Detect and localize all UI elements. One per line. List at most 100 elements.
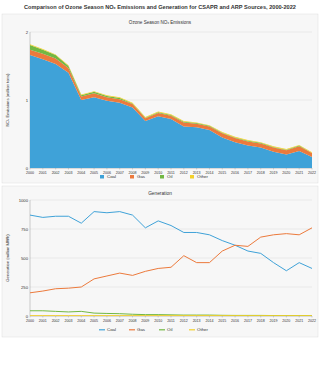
x-tick — [183, 316, 184, 318]
x-tick — [106, 168, 107, 170]
background — [0, 0, 320, 384]
x-tick — [247, 168, 248, 170]
x-tick — [222, 316, 223, 318]
x-tick — [68, 168, 69, 170]
panel — [2, 186, 318, 337]
y-tick-label: 250 — [21, 285, 29, 290]
legend-label: Gas — [137, 327, 146, 332]
legend-label: Coal — [107, 327, 116, 332]
x-tick — [273, 316, 274, 318]
x-tick-label: 2022 — [308, 319, 316, 323]
x-tick-label: 2015 — [218, 171, 226, 175]
grid-line — [30, 229, 312, 230]
legend-swatch — [100, 175, 104, 179]
x-tick-label: 2019 — [270, 319, 278, 323]
x-tick — [145, 168, 146, 170]
x-tick-label: 2005 — [90, 171, 98, 175]
legend-swatch — [130, 175, 134, 179]
x-tick — [81, 168, 82, 170]
x-tick — [30, 168, 31, 170]
x-tick — [247, 316, 248, 318]
area — [30, 45, 312, 153]
x-tick-label: 2021 — [295, 319, 303, 323]
title: Comparison of Ozone Season NOₓ Emissions… — [24, 4, 296, 10]
x-tick — [119, 316, 120, 318]
legend-swatch — [129, 329, 135, 330]
x-tick — [145, 316, 146, 318]
x-tick-label: 2004 — [77, 171, 85, 175]
x-tick-label: 2000 — [26, 319, 34, 323]
x-tick — [312, 316, 313, 318]
x-tick — [94, 316, 95, 318]
legend-swatch — [189, 329, 195, 330]
x-tick — [312, 168, 313, 170]
x-tick-label: 2018 — [257, 319, 265, 323]
x-tick-label: 2017 — [244, 319, 252, 323]
x-tick — [30, 316, 31, 318]
x-tick-label: 2019 — [270, 171, 278, 175]
panel — [2, 14, 318, 183]
y-tick-label: 2 — [26, 30, 29, 35]
x-tick — [42, 168, 43, 170]
x-tick-label: 2018 — [257, 171, 265, 175]
x-tick-label: 2017 — [244, 171, 252, 175]
x-tick-label: 2015 — [218, 319, 226, 323]
x-tick — [260, 316, 261, 318]
y-tick-label: 0 — [26, 314, 29, 319]
x-tick — [299, 168, 300, 170]
legend-label: Gas — [137, 174, 146, 179]
legend-label: Oil — [167, 327, 172, 332]
grid-line — [30, 32, 312, 33]
legend-swatch — [99, 329, 105, 330]
x-tick-label: 2009 — [141, 319, 149, 323]
x-tick — [196, 316, 197, 318]
x-tick — [158, 168, 159, 170]
area — [30, 55, 312, 168]
x-tick-label: 2012 — [180, 319, 188, 323]
x-tick-label: 2016 — [231, 171, 239, 175]
x-axis — [30, 316, 312, 317]
x-tick — [196, 168, 197, 170]
x-tick — [235, 168, 236, 170]
title: Generation — [148, 191, 172, 196]
x-tick — [235, 316, 236, 318]
y-tick-label: 1 — [26, 98, 29, 103]
x-tick-label: 2010 — [154, 171, 162, 175]
plot-area — [30, 44, 312, 168]
plot-area — [30, 212, 312, 316]
x-tick-label: 2020 — [282, 319, 290, 323]
x-tick — [55, 316, 56, 318]
legend-label: Other — [197, 327, 209, 332]
subtitle: Ozone Season NOₓ Emissions — [129, 20, 192, 25]
y-axis-label: NOₓ Emissions (million tons) — [5, 73, 10, 126]
line — [30, 315, 312, 316]
x-tick-label: 2000 — [26, 171, 34, 175]
y-tick-label: 1000 — [19, 198, 29, 203]
x-tick-label: 2005 — [90, 319, 98, 323]
x-tick-label: 2016 — [231, 319, 239, 323]
x-tick — [106, 316, 107, 318]
grid-line — [30, 316, 312, 317]
y-tick-label: 750 — [21, 227, 29, 232]
figure: Comparison of Ozone Season NOₓ Emissions… — [0, 0, 320, 384]
legend-swatch — [160, 175, 164, 179]
legend-swatch — [159, 329, 165, 330]
x-tick — [94, 168, 95, 170]
x-tick-label: 2011 — [167, 319, 175, 323]
x-tick — [42, 316, 43, 318]
x-tick-label: 2003 — [64, 319, 72, 323]
x-tick-label: 2013 — [193, 319, 201, 323]
x-tick — [299, 316, 300, 318]
legend-label: Oil — [167, 174, 172, 179]
legend-label: Coal — [107, 174, 116, 179]
x-tick-label: 2004 — [77, 319, 85, 323]
x-tick — [209, 316, 210, 318]
x-tick — [273, 168, 274, 170]
x-tick-label: 2007 — [116, 171, 124, 175]
y-tick-label: 0 — [26, 166, 29, 171]
x-tick — [286, 316, 287, 318]
x-tick-label: 2022 — [308, 171, 316, 175]
grid-line — [30, 258, 312, 259]
y-axis-label: Generation (million MWh) — [5, 234, 10, 282]
x-tick — [209, 168, 210, 170]
